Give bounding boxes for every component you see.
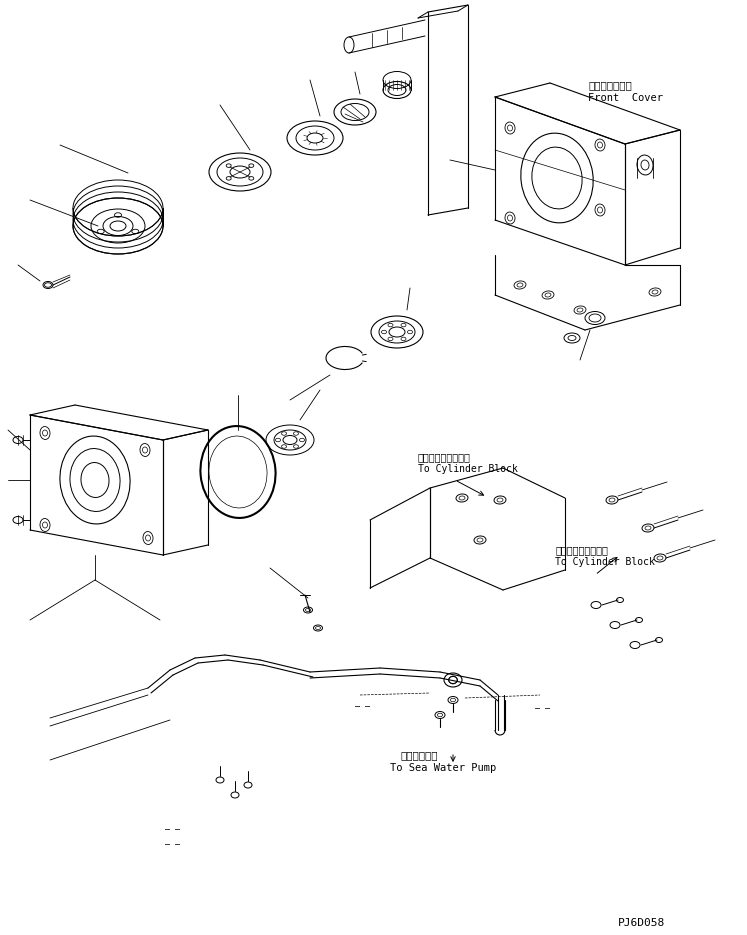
Text: シリンダブロックへ: シリンダブロックへ <box>418 452 471 462</box>
Text: _ _: _ _ <box>355 697 370 706</box>
Text: フロントカバー: フロントカバー <box>588 80 632 90</box>
Text: To Sea Water Pump: To Sea Water Pump <box>390 763 496 773</box>
Text: PJ6D058: PJ6D058 <box>618 918 666 928</box>
Text: Front  Cover: Front Cover <box>588 93 663 103</box>
Text: 海水ポンプへ: 海水ポンプへ <box>400 750 438 760</box>
Text: _ _: _ _ <box>165 820 180 829</box>
Text: To Cylinder Block: To Cylinder Block <box>418 464 518 474</box>
Text: To Cylinder Block: To Cylinder Block <box>555 557 655 567</box>
Text: シリンダブロックへ: シリンダブロックへ <box>555 545 608 555</box>
Text: _ _: _ _ <box>165 835 180 844</box>
Text: _ _: _ _ <box>535 699 550 708</box>
